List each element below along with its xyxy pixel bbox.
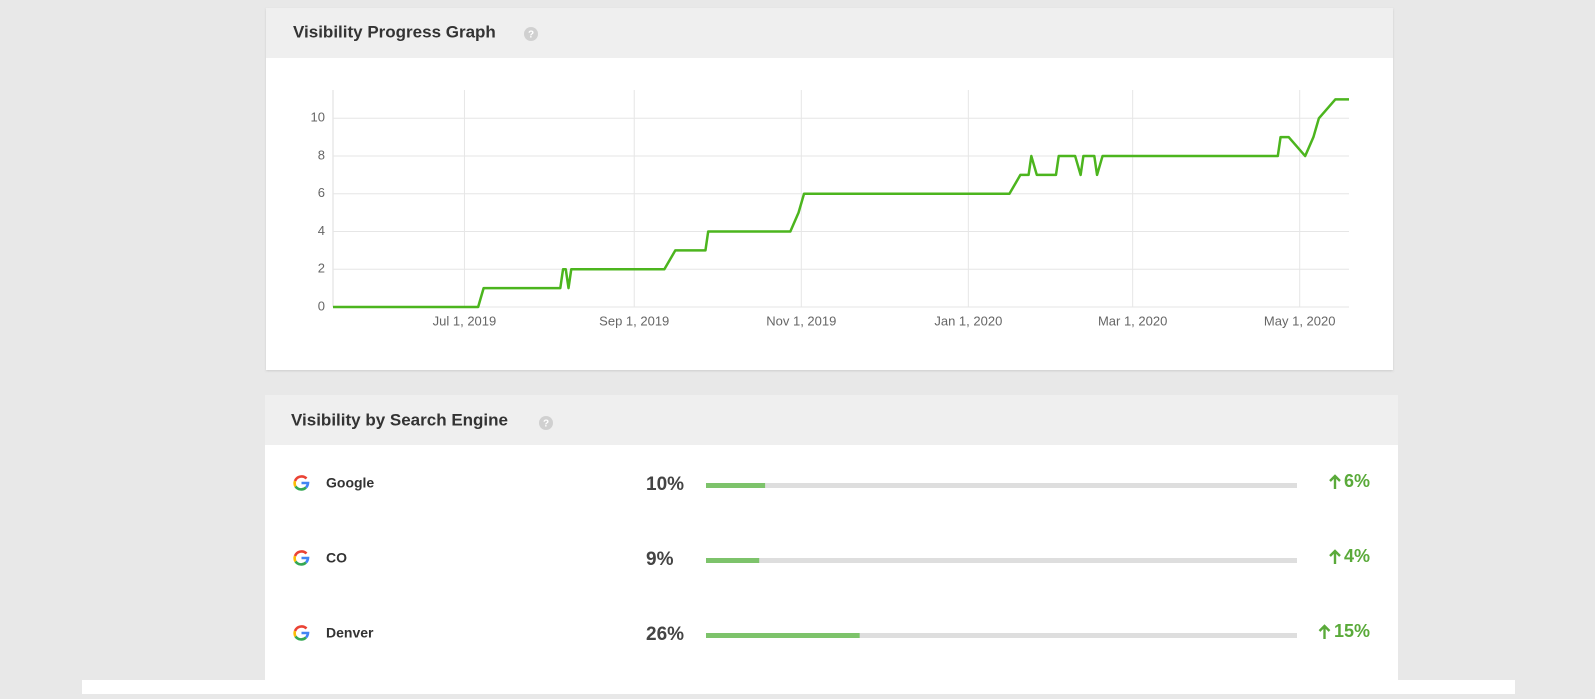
help-icon[interactable] (539, 416, 553, 430)
icon-part (301, 556, 310, 564)
visibility-value: 10% (646, 474, 684, 495)
bar-track (706, 483, 1297, 488)
google-icon (293, 550, 310, 566)
google-icon (293, 625, 310, 641)
up-arrow (1329, 549, 1341, 564)
icon-part (293, 630, 297, 638)
bar-fill (706, 483, 766, 488)
y-tick-label: 8 (318, 147, 325, 162)
up-arrow (1318, 624, 1331, 639)
change-value: 15% (1334, 621, 1370, 641)
icon-part (301, 631, 310, 639)
panel-title: Visibility Progress Graph (293, 22, 496, 41)
x-tick-label: Nov 1, 2019 (766, 313, 836, 328)
x-tick-label: Jan 1, 2020 (934, 313, 1002, 328)
icon-part (294, 635, 307, 641)
icon-part (294, 485, 307, 491)
x-tick-label: May 1, 2020 (1264, 313, 1336, 328)
help-icon[interactable] (524, 27, 538, 41)
help-icon-glyph: ? (528, 30, 534, 41)
icon-part (301, 481, 310, 489)
icon-part (293, 480, 297, 488)
x-tick-label: Sep 1, 2019 (599, 313, 669, 328)
bar-track (706, 633, 1297, 638)
bar-fill (706, 633, 860, 638)
visibility-value: 26% (646, 624, 684, 645)
change-value: 4% (1344, 546, 1370, 566)
y-tick-label: 4 (318, 223, 325, 238)
panel (266, 8, 1393, 370)
y-tick-label: 0 (318, 298, 325, 313)
bar-fill (706, 558, 760, 563)
bar-track (706, 558, 1297, 563)
y-tick-label: 10 (311, 110, 325, 125)
icon-part (293, 475, 308, 482)
line-chart: 0 2 4 6 8 10 Jul 1, 2019 Sep 1, 2019 Nov 1, 2019… (311, 90, 1349, 328)
panel-header (266, 8, 1393, 58)
engine-name: Google (326, 475, 374, 491)
y-tick-label: 6 (318, 185, 325, 200)
x-tick-label: Jul 1, 2019 (433, 313, 497, 328)
x-tick-label: Mar 1, 2020 (1098, 313, 1167, 328)
series-line (333, 98, 1349, 309)
icon-part (293, 550, 308, 557)
engine-name: CO (326, 550, 347, 566)
help-icon-glyph: ? (543, 419, 549, 430)
engine-name: Denver (326, 625, 374, 641)
icon-part (294, 560, 307, 566)
icon-part (293, 555, 297, 563)
y-tick-label: 2 (318, 261, 325, 276)
change-value: 6% (1344, 471, 1370, 491)
up-arrow (1329, 474, 1341, 489)
engine-rows: Google 10% 6% CO 9% 4% Denver 26% 15% (293, 471, 1370, 645)
visibility-value: 9% (646, 549, 674, 570)
icon-part (293, 625, 308, 632)
google-icon (293, 475, 310, 491)
panel-title: Visibility by Search Engine (291, 410, 508, 429)
panel-header (265, 395, 1398, 445)
